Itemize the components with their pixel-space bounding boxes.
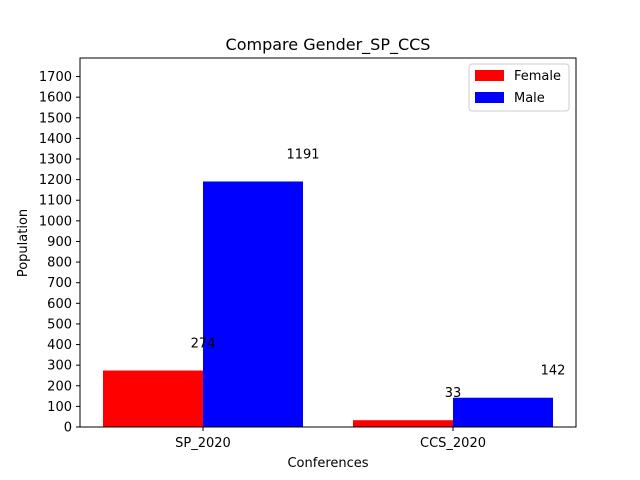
legend-label-male: Male — [514, 91, 545, 106]
y-tick-label: 1300 — [39, 153, 72, 168]
y-tick-label: 1100 — [39, 194, 72, 209]
y-tick-label: 1600 — [39, 91, 72, 106]
y-axis-label: Population — [16, 209, 31, 277]
bar-female-sp_2020 — [103, 370, 203, 427]
y-tick-label: 400 — [47, 338, 72, 353]
y-tick-label: 600 — [47, 297, 72, 312]
legend: Female Male — [468, 63, 570, 112]
legend-label-female: Female — [514, 69, 561, 84]
chart-title: Compare Gender_SP_CCS — [226, 35, 431, 55]
y-tick-label: 700 — [47, 276, 72, 291]
x-axis-label: Conferences — [287, 456, 368, 471]
plot-frame — [79, 57, 577, 428]
x-axis: SP_2020 CCS_2020 — [175, 427, 486, 451]
data-label: 274 — [191, 337, 216, 352]
data-label: 1191 — [286, 147, 319, 162]
bar-male-ccs_2020 — [453, 397, 553, 427]
data-label: 142 — [541, 364, 566, 379]
x-tick-label: SP_2020 — [175, 436, 231, 451]
y-tick-label: 1700 — [39, 70, 72, 85]
y-tick-label: 100 — [47, 400, 72, 415]
y-tick-label: 900 — [47, 235, 72, 250]
legend-swatch-male — [475, 92, 504, 103]
bars-group — [103, 181, 553, 427]
data-label: 33 — [445, 386, 462, 401]
y-tick-label: 200 — [47, 379, 72, 394]
y-tick-label: 1500 — [39, 111, 72, 126]
y-tick-label: 0 — [64, 421, 72, 436]
y-tick-label: 1000 — [39, 214, 72, 229]
bar-male-sp_2020 — [203, 181, 303, 427]
x-tick-label: CCS_2020 — [420, 436, 486, 451]
data-labels-group: 274 33 1191 142 — [191, 147, 566, 401]
legend-swatch-female — [475, 70, 504, 81]
y-tick-label: 500 — [47, 317, 72, 332]
y-axis: 0 100 200 300 400 500 600 700 800 900 1000 1100 1200… — [39, 70, 80, 436]
y-tick-label: 300 — [47, 359, 72, 374]
y-tick-label: 1400 — [39, 132, 72, 147]
bar-female-ccs_2020 — [353, 420, 453, 427]
y-tick-label: 1200 — [39, 173, 72, 188]
y-tick-label: 800 — [47, 256, 72, 271]
